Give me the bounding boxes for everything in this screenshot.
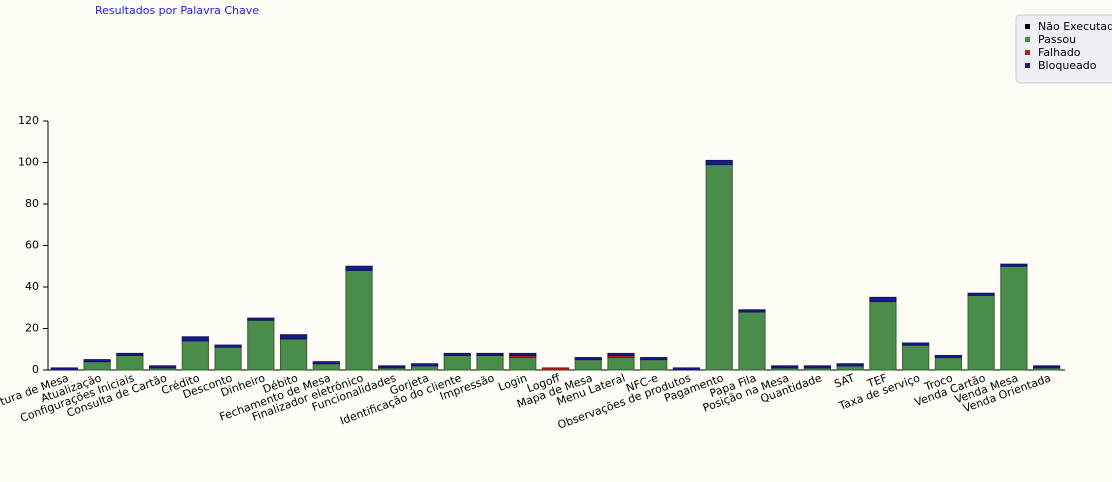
legend-label: Passou bbox=[1038, 33, 1076, 46]
legend-label: Bloqueado bbox=[1038, 59, 1097, 72]
bar-segment bbox=[705, 164, 733, 371]
bar-segment bbox=[1033, 365, 1061, 369]
bar-segment bbox=[640, 357, 668, 361]
bar-segment bbox=[50, 367, 78, 371]
bar-segment bbox=[836, 363, 864, 367]
bar-segment bbox=[83, 359, 111, 363]
bar-segment bbox=[574, 359, 602, 371]
bar-segment bbox=[181, 336, 209, 342]
bar-segment bbox=[607, 357, 635, 371]
legend-swatch bbox=[1025, 50, 1030, 55]
bar-segment bbox=[1000, 263, 1028, 267]
y-tick-label: 0 bbox=[32, 363, 39, 376]
bar-segment bbox=[410, 363, 439, 367]
y-tick-label: 120 bbox=[18, 114, 39, 127]
bar-segment bbox=[345, 265, 373, 271]
bar-segment bbox=[410, 365, 439, 371]
bar-segment bbox=[541, 367, 570, 371]
bar-segment bbox=[869, 301, 897, 371]
bar-segment bbox=[509, 357, 537, 371]
y-tick-label: 80 bbox=[25, 197, 39, 210]
bar-segment bbox=[83, 361, 111, 371]
bar-segment bbox=[705, 159, 733, 166]
bar-segment bbox=[869, 296, 897, 303]
bar-segment bbox=[640, 359, 668, 371]
bar-segment bbox=[443, 352, 471, 356]
y-tick-label: 60 bbox=[25, 239, 39, 252]
legend-swatch bbox=[1025, 63, 1030, 68]
bar-segment bbox=[214, 344, 242, 348]
y-tick-label: 100 bbox=[18, 156, 39, 169]
bar-segment bbox=[116, 354, 144, 371]
bar-segment bbox=[345, 269, 373, 371]
bar-segment bbox=[934, 354, 963, 359]
legend-label: Falhado bbox=[1038, 46, 1081, 59]
bar-segment bbox=[181, 340, 209, 371]
bar-segment bbox=[902, 344, 930, 371]
bar-segment bbox=[607, 352, 635, 356]
bar-segment bbox=[836, 365, 864, 371]
bar-segment bbox=[771, 365, 799, 369]
bar-segment bbox=[476, 352, 504, 356]
bar-segment bbox=[934, 357, 963, 371]
bar-segment bbox=[574, 357, 602, 361]
bar-segment bbox=[738, 309, 766, 313]
bar-segment bbox=[967, 294, 995, 371]
bar-segment bbox=[312, 363, 340, 371]
bar-segment bbox=[279, 334, 308, 340]
bar-segment bbox=[1000, 265, 1028, 371]
bar-segment bbox=[214, 346, 242, 371]
bar-segment bbox=[803, 365, 832, 369]
bar-segment bbox=[247, 317, 275, 321]
bar-segment bbox=[509, 352, 537, 356]
bar-segment bbox=[149, 365, 177, 369]
chart-title: Resultados por Palavra Chave bbox=[95, 4, 259, 17]
bar-segment bbox=[312, 361, 340, 365]
bar-segment bbox=[443, 354, 471, 371]
legend-label: Não Executado bbox=[1038, 20, 1112, 33]
legend-box bbox=[1015, 14, 1112, 84]
bar-segment bbox=[247, 319, 275, 371]
bar-segment bbox=[738, 311, 766, 371]
y-tick-label: 40 bbox=[25, 280, 39, 293]
bar-segment bbox=[378, 365, 406, 369]
bar-segment bbox=[116, 352, 144, 356]
bar-segment bbox=[672, 367, 701, 371]
y-tick-label: 20 bbox=[25, 322, 39, 335]
legend-swatch bbox=[1025, 24, 1030, 29]
legend-swatch bbox=[1025, 37, 1030, 42]
bar-segment bbox=[967, 292, 995, 296]
bar-segment bbox=[902, 342, 930, 346]
bar-segment bbox=[279, 338, 308, 371]
bar-segment bbox=[476, 354, 504, 371]
